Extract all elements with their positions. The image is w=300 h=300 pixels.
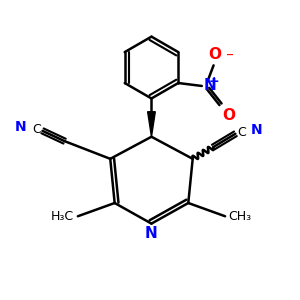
Text: N: N — [204, 79, 217, 94]
Text: H₃C: H₃C — [51, 210, 74, 223]
Text: ⁻: ⁻ — [226, 50, 234, 65]
Text: C: C — [238, 126, 247, 139]
Text: N: N — [145, 226, 158, 241]
Text: O: O — [222, 108, 235, 123]
Polygon shape — [148, 112, 155, 137]
Text: O: O — [208, 47, 222, 62]
Text: CH₃: CH₃ — [229, 210, 252, 223]
Text: N: N — [251, 123, 262, 137]
Text: +: + — [209, 75, 220, 88]
Text: N: N — [15, 120, 26, 134]
Text: C: C — [32, 123, 41, 136]
